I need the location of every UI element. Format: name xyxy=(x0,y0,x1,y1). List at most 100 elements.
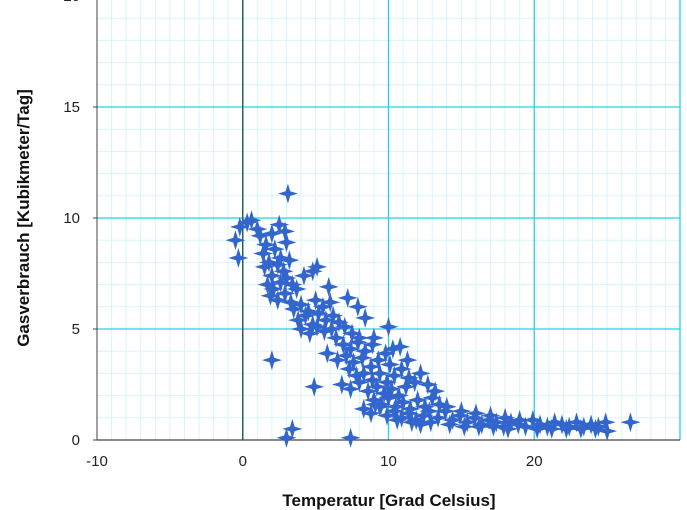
data-point xyxy=(500,412,521,433)
data-point xyxy=(299,323,320,344)
data-point xyxy=(471,414,492,435)
data-point xyxy=(429,394,450,415)
data-point xyxy=(480,405,501,426)
data-point xyxy=(291,294,312,315)
data-point xyxy=(515,416,536,437)
data-point xyxy=(276,267,297,288)
data-point xyxy=(331,374,352,395)
data-point xyxy=(264,239,285,260)
data-point xyxy=(305,290,326,311)
data-point xyxy=(391,358,412,379)
data-point xyxy=(327,350,348,371)
data-point xyxy=(318,276,339,297)
data-point xyxy=(225,230,246,251)
data-point xyxy=(442,410,463,431)
data-point xyxy=(321,319,342,339)
data-point xyxy=(365,394,386,415)
data-point xyxy=(414,396,435,417)
data-point xyxy=(498,418,519,439)
data-point xyxy=(288,310,309,331)
data-point xyxy=(361,403,382,424)
data-point xyxy=(261,223,282,244)
data-point xyxy=(398,403,419,424)
data-point xyxy=(422,387,443,408)
data-point xyxy=(527,418,548,439)
data-point xyxy=(369,363,390,384)
data-point xyxy=(307,316,328,337)
data-point xyxy=(410,363,431,384)
data-point xyxy=(340,378,361,399)
data-point xyxy=(379,354,400,375)
data-point xyxy=(307,256,328,277)
data-point xyxy=(556,418,577,439)
data-point xyxy=(263,279,284,300)
data-point xyxy=(257,274,278,295)
data-point xyxy=(261,265,282,286)
data-point xyxy=(361,356,382,377)
data-point xyxy=(333,334,354,355)
x-tick-label: 10 xyxy=(380,453,397,470)
data-point xyxy=(291,319,312,339)
data-point xyxy=(401,412,422,433)
data-point xyxy=(465,403,486,424)
data-point xyxy=(340,427,361,448)
data-point xyxy=(417,374,438,395)
data-point xyxy=(339,358,360,379)
data-point xyxy=(273,261,294,282)
data-point xyxy=(495,407,516,428)
data-point xyxy=(378,387,399,408)
y-tick-labels: 0 5 10 15 20 xyxy=(63,0,80,449)
data-point xyxy=(597,421,618,442)
data-point xyxy=(295,305,316,326)
data-point xyxy=(320,292,341,313)
y-tick-label: 5 xyxy=(72,321,80,338)
data-point xyxy=(387,410,408,431)
data-point xyxy=(566,412,587,433)
y-axis-title: Gasverbrauch [Kubikmeter/Tag] xyxy=(14,89,33,347)
data-point xyxy=(384,365,405,386)
data-point xyxy=(282,418,303,439)
data-point xyxy=(428,407,449,428)
data-point xyxy=(382,338,403,359)
data-point xyxy=(544,412,565,433)
data-point xyxy=(378,316,399,337)
data-points xyxy=(225,183,641,448)
data-point xyxy=(269,214,290,235)
data-point xyxy=(419,401,440,422)
data-point xyxy=(308,303,329,324)
data-point xyxy=(595,412,616,433)
data-point xyxy=(362,334,383,355)
data-point xyxy=(377,372,398,393)
data-point xyxy=(336,345,357,366)
data-point xyxy=(298,301,319,322)
y-tick-label: 20 xyxy=(63,0,80,5)
x-tick-label: 0 xyxy=(239,453,247,470)
data-point xyxy=(486,412,507,433)
data-point xyxy=(368,350,389,371)
data-point xyxy=(323,305,344,326)
data-point xyxy=(551,414,572,435)
data-point xyxy=(326,327,347,348)
data-point xyxy=(228,247,249,268)
data-point xyxy=(420,412,441,433)
data-point xyxy=(279,250,300,271)
data-point xyxy=(250,225,271,246)
data-point xyxy=(390,336,411,357)
x-tick-labels: -10 0 10 20 xyxy=(86,453,542,470)
y-tick-label: 10 xyxy=(63,210,80,227)
data-point xyxy=(391,407,412,428)
data-point xyxy=(398,367,419,388)
data-point xyxy=(229,216,250,237)
data-point xyxy=(270,247,291,268)
data-point xyxy=(276,232,297,253)
x-axis-title: Temperatur [Grad Celsius] xyxy=(282,491,495,510)
data-point xyxy=(254,256,275,277)
data-point xyxy=(353,398,374,419)
data-point xyxy=(260,285,281,306)
x-tick-label: -10 xyxy=(86,453,108,470)
data-point xyxy=(355,341,376,362)
data-point xyxy=(241,210,262,231)
data-point xyxy=(581,414,602,435)
data-point xyxy=(315,310,336,331)
